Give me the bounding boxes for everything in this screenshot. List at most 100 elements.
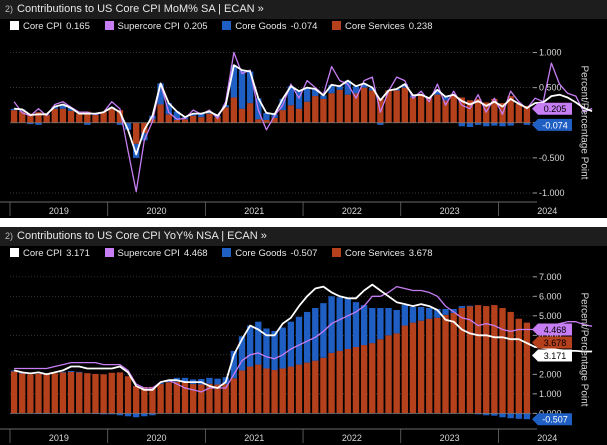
core-services-bar xyxy=(214,384,221,414)
y-tick-label: 1.000 xyxy=(539,389,562,399)
core-services-bar xyxy=(108,372,115,414)
y-tick-label: 1.000 xyxy=(539,48,562,58)
core-goods-bar xyxy=(189,113,197,116)
core-goods-bar xyxy=(246,325,254,367)
core-services-bar xyxy=(385,90,392,123)
legend-item-core-cpi[interactable]: Core CPI 3.171 xyxy=(10,248,90,259)
core-services-bar xyxy=(67,110,75,123)
chart-title: Contributions to US Core CPI MoM% SA | E… xyxy=(17,3,264,15)
core-services-bar xyxy=(165,382,172,414)
core-services-bar xyxy=(271,117,278,123)
core-goods-bar xyxy=(67,108,75,111)
core-goods-bar xyxy=(116,122,124,125)
core-services-bar xyxy=(10,371,18,414)
core-services-bar xyxy=(181,119,189,123)
core-services-bar xyxy=(434,317,441,414)
chart-title-bar[interactable]: 2) Contributions to US Core CPI YoY% NSA … xyxy=(0,227,607,246)
core-goods-bar xyxy=(523,122,531,125)
chart-title-bar[interactable]: 2) Contributions to US Core CPI MoM% SA |… xyxy=(0,0,607,19)
core-services-bar xyxy=(417,320,425,414)
legend-item-supercore-cpi[interactable]: Supercore CPI 4.468 xyxy=(104,248,208,259)
value-tag xyxy=(532,349,572,362)
core-services-bar xyxy=(100,374,107,414)
core-services-bar xyxy=(157,104,164,123)
core-goods-bar xyxy=(206,377,213,384)
core-services-bar xyxy=(92,115,99,123)
core-goods-bar xyxy=(328,296,335,353)
core-goods-bar xyxy=(303,311,311,363)
core-services-bar xyxy=(149,386,156,414)
y-tick-label: 6.000 xyxy=(539,291,562,301)
legend-item-core-goods[interactable]: Core Goods -0.507 xyxy=(222,248,317,259)
value-tag xyxy=(532,336,572,349)
legend-value: 3.171 xyxy=(66,248,90,259)
core-services-bar xyxy=(255,119,262,123)
core-services-bar xyxy=(246,103,254,123)
core-services-bar xyxy=(303,362,311,414)
core-goods-bar xyxy=(149,413,156,416)
core-services-bar xyxy=(344,94,352,123)
core-services-bar xyxy=(450,94,457,123)
core-services-bar xyxy=(10,110,18,123)
core-services-bar xyxy=(181,382,189,414)
legend-swatch xyxy=(222,248,232,257)
core-services-bar xyxy=(263,368,270,414)
core-services-bar xyxy=(100,112,107,123)
core-goods-bar xyxy=(287,321,295,367)
core-goods-bar xyxy=(312,89,319,97)
chart-title: Contributions to US Core CPI YoY% NSA | … xyxy=(17,230,267,242)
core-goods-bar xyxy=(336,297,343,351)
core-goods-bar xyxy=(466,122,474,127)
legend-swatch xyxy=(332,248,342,257)
legend-item-core-services[interactable]: Core Services 0.238 xyxy=(332,21,433,32)
core-goods-bar xyxy=(67,371,75,372)
core-goods-bar xyxy=(515,413,522,419)
core-services-bar xyxy=(246,366,254,414)
legend-swatch xyxy=(104,21,114,30)
core-goods-bar xyxy=(328,84,335,94)
core-services-bar xyxy=(352,93,360,123)
core-services-bar xyxy=(19,111,26,123)
core-services-bar xyxy=(124,376,132,414)
y-axis-label: Percent/Percentage Point xyxy=(578,292,590,407)
core-services-bar xyxy=(108,108,115,123)
core-goods-bar xyxy=(458,122,465,127)
yoy-chart-plot[interactable]: 0.0001.0002.0003.0004.0005.0006.0007.000… xyxy=(0,265,607,445)
core-goods-bar xyxy=(133,413,140,418)
supercore-cpi-line xyxy=(14,285,593,393)
core-goods-bar xyxy=(377,122,384,125)
panel-number: 2) xyxy=(5,231,14,241)
core-goods-bar xyxy=(238,336,246,371)
legend-label: Supercore CPI xyxy=(117,21,180,32)
x-tick-label: 2023 xyxy=(440,206,460,216)
core-services-bar xyxy=(173,381,181,414)
core-services-bar xyxy=(84,111,91,123)
core-services-bar xyxy=(59,108,67,123)
core-services-bar xyxy=(417,94,425,123)
core-goods-bar xyxy=(409,95,417,98)
legend-item-core-cpi[interactable]: Core CPI 0.165 xyxy=(10,21,90,32)
value-tag xyxy=(532,413,572,426)
core-services-bar xyxy=(377,339,384,414)
legend-swatch xyxy=(10,248,19,257)
core-goods-bar xyxy=(360,83,368,88)
core-services-bar xyxy=(35,373,42,414)
core-services-bar xyxy=(491,98,498,123)
legend-item-core-goods[interactable]: Core Goods -0.074 xyxy=(222,21,317,32)
core-goods-bar xyxy=(483,122,490,127)
x-tick-label: 2020 xyxy=(147,206,167,216)
x-tick-label: 2023 xyxy=(440,433,460,443)
x-tick-label: 2022 xyxy=(342,433,362,443)
value-tag-label: -0.507 xyxy=(542,415,568,425)
core-goods-bar xyxy=(393,309,400,334)
core-goods-bar xyxy=(320,95,327,99)
y-tick-label: 2.000 xyxy=(539,369,562,379)
legend-item-supercore-cpi[interactable]: Supercore CPI 0.205 xyxy=(104,21,208,32)
legend-label: Supercore CPI xyxy=(117,248,180,259)
mom-chart-plot[interactable]: -1.000-0.5000.0000.5001.0002019202020212… xyxy=(0,38,607,218)
core-goods-bar xyxy=(369,308,376,344)
legend-item-core-services[interactable]: Core Services 3.678 xyxy=(332,248,433,259)
core-goods-bar xyxy=(108,413,115,415)
core-services-bar xyxy=(466,100,474,123)
core-services-bar xyxy=(214,117,221,123)
